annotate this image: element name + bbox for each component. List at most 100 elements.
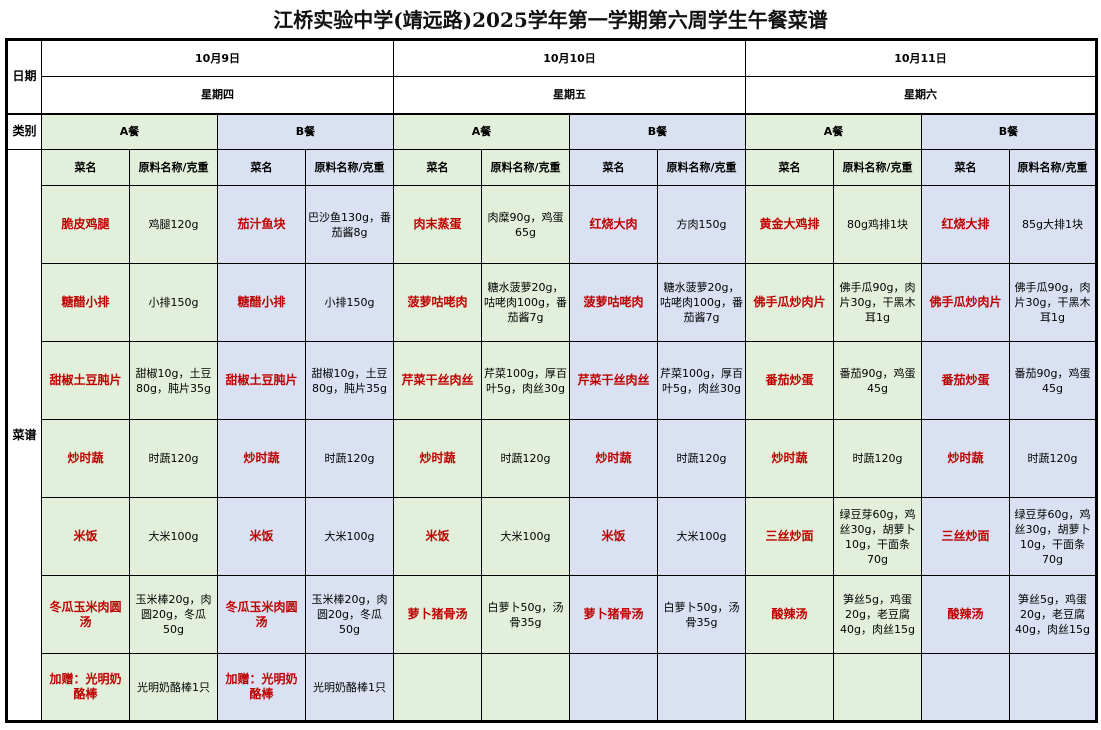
dish-name (745, 653, 834, 722)
day-date: 10月9日 (41, 39, 394, 77)
dish-ingredients: 玉米棒20g，肉圆20g，冬瓜50g (129, 575, 218, 654)
dish-header: 菜名 (41, 149, 130, 186)
dish-row: 加赠：光明奶酪棒 光明奶酪棒1只 加赠：光明奶酪棒 光明奶酪棒1只 (7, 653, 1097, 722)
dish-name: 佛手瓜炒肉片 (921, 263, 1010, 342)
dish-ingredients: 大米100g (481, 497, 570, 576)
dish-name (569, 653, 658, 722)
ingredient-header: 原料名称/克重 (305, 149, 394, 186)
dish-ingredients: 鸡腿120g (129, 185, 218, 264)
dish-name: 肉末蒸蛋 (393, 185, 482, 264)
dish-name: 米饭 (569, 497, 658, 576)
dish-ingredients: 时蔬120g (481, 419, 570, 498)
dish-row: 冬瓜玉米肉圆汤 玉米棒20g，肉圆20g，冬瓜50g 冬瓜玉米肉圆汤 玉米棒20g，肉… (7, 575, 1097, 654)
dish-name: 三丝炒面 (745, 497, 834, 576)
dish-ingredients: 糖水菠萝20g，咕咾肉100g，番茄酱7g (657, 263, 746, 342)
dish-name: 炒时蔬 (41, 419, 130, 498)
dish-name: 菠萝咕咾肉 (569, 263, 658, 342)
dish-ingredients (833, 653, 922, 722)
ingredient-header: 原料名称/克重 (129, 149, 218, 186)
dish-ingredients: 时蔬120g (833, 419, 922, 498)
dish-ingredients: 番茄90g，鸡蛋45g (833, 341, 922, 420)
column-header-row: 菜谱 菜名 原料名称/克重 菜名 原料名称/克重 菜名 原料名称/克重 菜名 原料名称/克重 菜名… (6, 149, 1097, 722)
dish-ingredients: 芹菜100g，厚百叶5g，肉丝30g (657, 341, 746, 420)
dish-header: 菜名 (569, 149, 658, 186)
dish-ingredients: 糖水菠萝20g，咕咾肉100g，番茄酱7g (481, 263, 570, 342)
dish-ingredients (657, 653, 746, 722)
dish-ingredients: 绿豆芽60g，鸡丝30g，胡萝卜10g，干面条70g (833, 497, 922, 576)
day-weekday: 星期四 (41, 76, 394, 115)
day-weekday: 星期五 (393, 76, 746, 115)
ingredient-header: 原料名称/克重 (657, 149, 746, 186)
dish-ingredients: 白萝卜50g，汤骨35g (657, 575, 746, 654)
dish-name: 甜椒土豆肫片 (217, 341, 306, 420)
date-row: 日期 10月9日 10月10日 10月11日 (6, 39, 1097, 115)
dish-row: 米饭 大米100g 米饭 大米100g 米饭 大米100g 米饭 大米100g 三丝炒面 绿豆芽6… (7, 497, 1097, 576)
dish-name: 加赠：光明奶酪棒 (217, 653, 306, 722)
menu-table: 日期 10月9日 10月10日 10月11日 星期四 星期五 星期六 类别 A餐 B餐 A餐 B餐 A餐… (5, 38, 1098, 723)
dish-ingredients: 小排150g (129, 263, 218, 342)
dish-ingredients: 大米100g (129, 497, 218, 576)
dish-ingredients: 大米100g (657, 497, 746, 576)
ingredient-header: 原料名称/克重 (833, 149, 922, 186)
ingredient-header: 原料名称/克重 (1009, 149, 1097, 186)
menu-label: 菜谱 (6, 149, 42, 722)
dish-header: 菜名 (217, 149, 306, 186)
dish-name: 芹菜干丝肉丝 (569, 341, 658, 420)
dish-ingredients: 白萝卜50g，汤骨35g (481, 575, 570, 654)
type-label: 类别 (6, 113, 42, 150)
meal-label: A餐 (745, 113, 922, 150)
dish-name: 佛手瓜炒肉片 (745, 263, 834, 342)
dish-ingredients: 甜椒10g，土豆80g，肫片35g (305, 341, 394, 420)
dish-ingredients: 时蔬120g (657, 419, 746, 498)
dish-name: 黄金大鸡排 (745, 185, 834, 264)
dish-ingredients: 80g鸡排1块 (833, 185, 922, 264)
dish-ingredients: 笋丝5g，鸡蛋20g，老豆腐40g，肉丝15g (833, 575, 922, 654)
day-weekday: 星期六 (745, 76, 1097, 115)
day-date: 10月10日 (393, 39, 746, 77)
dish-row: 炒时蔬 时蔬120g 炒时蔬 时蔬120g 炒时蔬 时蔬120g 炒时蔬 时蔬120g 炒时蔬时… (7, 419, 1097, 498)
dish-name: 萝卜猪骨汤 (393, 575, 482, 654)
dish-name: 炒时蔬 (393, 419, 482, 498)
dish-name: 酸辣汤 (921, 575, 1010, 654)
dish-header: 菜名 (921, 149, 1010, 186)
dish-name: 米饭 (217, 497, 306, 576)
dish-name: 菠萝咕咾肉 (393, 263, 482, 342)
dish-name: 番茄炒蛋 (745, 341, 834, 420)
dish-name: 萝卜猪骨汤 (569, 575, 658, 654)
date-label: 日期 (6, 39, 42, 115)
dish-name: 芹菜干丝肉丝 (393, 341, 482, 420)
dish-ingredients: 时蔬120g (1009, 419, 1097, 498)
dish-name: 脆皮鸡腿 (41, 185, 130, 264)
dish-name: 甜椒土豆肫片 (41, 341, 130, 420)
dish-row: 脆皮鸡腿 鸡腿120g 茄汁鱼块 巴沙鱼130g，番茄酱8g 肉末蒸蛋 肉糜90g，鸡蛋6… (7, 185, 1097, 264)
dish-ingredients: 番茄90g，鸡蛋45g (1009, 341, 1097, 420)
dish-header: 菜名 (745, 149, 834, 186)
dish-ingredients: 佛手瓜90g，肉片30g，干黑木耳1g (1009, 263, 1097, 342)
dish-name: 酸辣汤 (745, 575, 834, 654)
meal-label: B餐 (921, 113, 1097, 150)
dish-ingredients: 光明奶酪棒1只 (129, 653, 218, 722)
dish-ingredients (481, 653, 570, 722)
dish-name: 三丝炒面 (921, 497, 1010, 576)
dish-ingredients: 方肉150g (657, 185, 746, 264)
dish-ingredients: 肉糜90g，鸡蛋65g (481, 185, 570, 264)
dish-name: 茄汁鱼块 (217, 185, 306, 264)
weekday-row: 星期四 星期五 星期六 (7, 76, 1097, 115)
day-date: 10月11日 (745, 39, 1097, 77)
dish-name: 加赠：光明奶酪棒 (41, 653, 130, 722)
dish-name: 米饭 (393, 497, 482, 576)
dish-name: 炒时蔬 (569, 419, 658, 498)
dish-name: 冬瓜玉米肉圆汤 (41, 575, 130, 654)
dish-ingredients: 芹菜100g，厚百叶5g，肉丝30g (481, 341, 570, 420)
dish-ingredients: 甜椒10g，土豆80g，肫片35g (129, 341, 218, 420)
dish-name: 糖醋小排 (41, 263, 130, 342)
dish-header: 菜名 (393, 149, 482, 186)
dish-name: 炒时蔬 (745, 419, 834, 498)
dish-name: 红烧大肉 (569, 185, 658, 264)
dish-ingredients: 玉米棒20g，肉圆20g，冬瓜50g (305, 575, 394, 654)
type-row: 类别 A餐 B餐 A餐 B餐 A餐 B餐 (6, 113, 1097, 150)
dish-ingredients: 时蔬120g (305, 419, 394, 498)
dish-ingredients: 时蔬120g (129, 419, 218, 498)
dish-ingredients: 光明奶酪棒1只 (305, 653, 394, 722)
page-title: 江桥实验中学(靖远路)2025学年第一学期第六周学生午餐菜谱 (273, 8, 828, 32)
